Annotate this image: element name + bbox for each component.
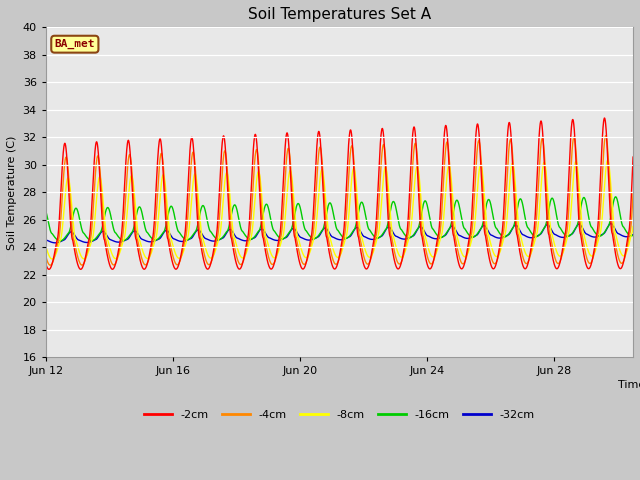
Legend: -2cm, -4cm, -8cm, -16cm, -32cm: -2cm, -4cm, -8cm, -16cm, -32cm (140, 406, 540, 425)
Y-axis label: Soil Temperature (C): Soil Temperature (C) (7, 135, 17, 250)
Title: Soil Temperatures Set A: Soil Temperatures Set A (248, 7, 431, 22)
X-axis label: Time: Time (618, 381, 640, 390)
Text: BA_met: BA_met (54, 39, 95, 49)
